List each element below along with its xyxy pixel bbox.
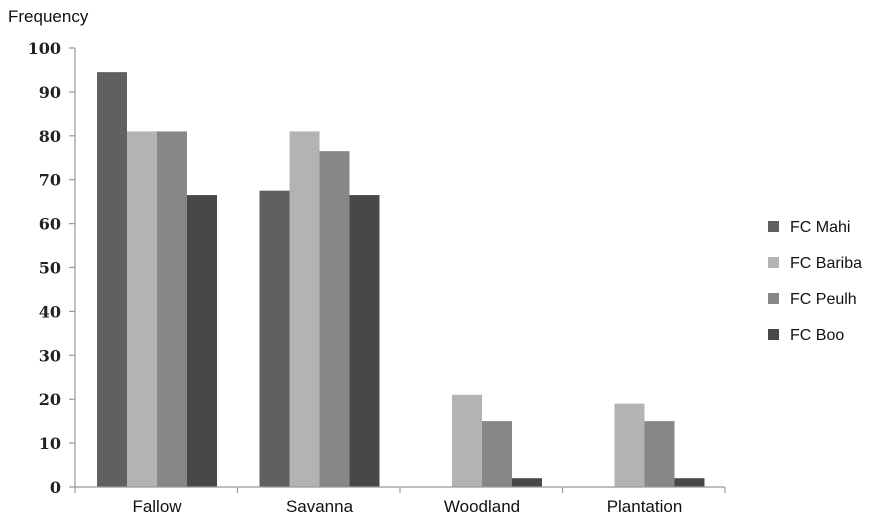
- y-tick-label: 90: [39, 83, 61, 102]
- legend-swatch: [768, 329, 779, 340]
- bar-fc-peulh-plantation: [644, 421, 675, 487]
- legend-label: FC Bariba: [790, 255, 862, 272]
- y-tick-label: 70: [39, 171, 61, 190]
- bar-fc-boo-plantation: [674, 478, 705, 487]
- legend-label: FC Boo: [790, 327, 844, 344]
- y-tick-label: 0: [50, 478, 61, 497]
- x-axis-ticks: Fallow Savanna Woodland Plantation: [74, 487, 726, 516]
- bar-fc-peulh-savanna: [319, 151, 350, 488]
- y-tick-label: 100: [28, 39, 61, 58]
- bar-fc-peulh-fallow: [157, 131, 187, 487]
- bar-fc-mahi-savanna: [259, 190, 290, 488]
- legend-label: FC Peulh: [790, 291, 857, 308]
- y-tick-label: 10: [39, 434, 61, 453]
- bar-fc-mahi-fallow: [97, 72, 127, 488]
- x-tick-label: Savanna: [286, 497, 354, 516]
- bar-fc-peulh-woodland: [482, 421, 512, 487]
- bar-fc-bariba-fallow: [127, 131, 157, 487]
- y-tick-label: 40: [39, 302, 61, 321]
- bar-fc-boo-fallow: [187, 195, 217, 487]
- bar-fc-boo-savanna: [349, 195, 380, 487]
- legend-label: FC Mahi: [790, 219, 850, 236]
- bar-fc-boo-woodland: [512, 478, 542, 487]
- y-tick-label: 60: [39, 215, 61, 234]
- legend-swatch: [768, 221, 779, 232]
- legend-swatch: [768, 293, 779, 304]
- bars: [97, 72, 705, 488]
- bar-fc-bariba-woodland: [452, 394, 482, 487]
- y-tick-label: 50: [39, 259, 61, 278]
- y-axis-ticks: 0 10 20 30 40 50 60 70 80 90 100: [28, 39, 75, 497]
- bar-fc-bariba-plantation: [614, 403, 645, 487]
- legend-swatch: [768, 257, 779, 268]
- x-tick-label: Fallow: [132, 497, 182, 516]
- y-tick-label: 30: [39, 346, 61, 365]
- bar-fc-bariba-savanna: [289, 131, 320, 487]
- legend: FC Mahi FC Bariba FC Peulh FC Boo: [768, 219, 862, 344]
- x-tick-label: Woodland: [444, 497, 520, 516]
- y-tick-label: 20: [39, 390, 61, 409]
- y-axis-title: Frequency: [8, 7, 89, 26]
- x-tick-label: Plantation: [607, 497, 683, 516]
- y-tick-label: 80: [39, 127, 61, 146]
